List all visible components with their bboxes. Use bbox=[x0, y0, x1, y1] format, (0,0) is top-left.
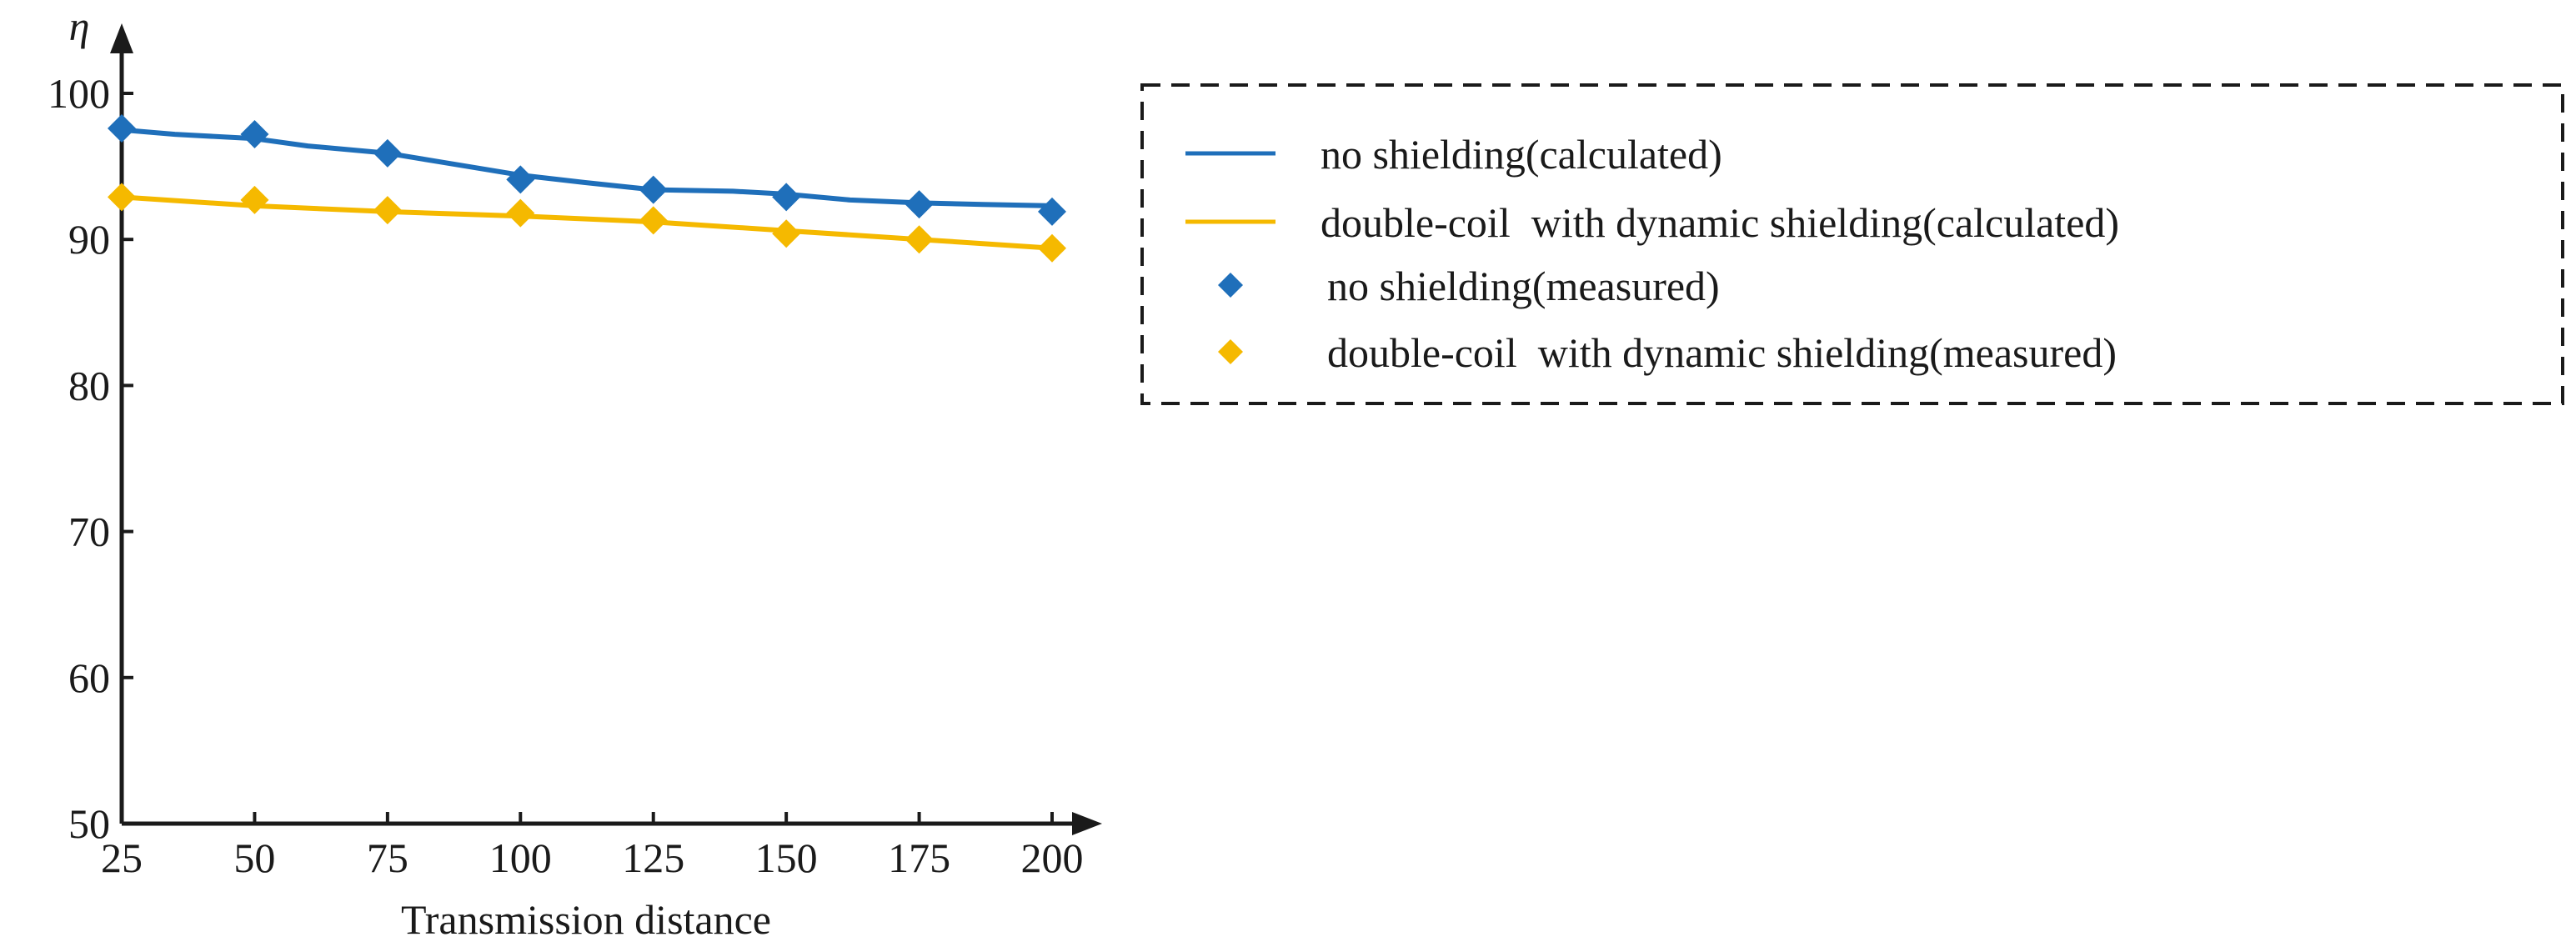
series-lines bbox=[119, 127, 1055, 251]
axes bbox=[110, 23, 1102, 835]
y-tick-label: 80 bbox=[68, 362, 110, 408]
x-tick-label: 125 bbox=[622, 834, 684, 881]
data-point-diamond bbox=[772, 183, 801, 212]
x-tick-label: 150 bbox=[755, 834, 818, 881]
data-point-diamond bbox=[373, 196, 402, 225]
data-point-diamond bbox=[772, 219, 801, 248]
data-point-diamond bbox=[639, 175, 668, 204]
y-tick-label: 50 bbox=[68, 800, 110, 847]
y-ticks: 50 60 70 80 90 100 bbox=[48, 70, 133, 847]
y-axis-arrow bbox=[110, 23, 133, 53]
legend-label: no shielding(calculated) bbox=[1321, 131, 1722, 178]
data-point-diamond bbox=[639, 206, 668, 235]
x-axis-arrow bbox=[1072, 812, 1102, 835]
legend-diamond-swatch bbox=[1218, 339, 1243, 364]
legend-label: double-coil with dynamic shielding(measu… bbox=[1327, 329, 2117, 376]
data-point-diamond bbox=[506, 165, 535, 194]
legend-diamond-swatch bbox=[1218, 273, 1243, 298]
legend: no shielding(calculated) double-coil with… bbox=[1140, 83, 2564, 405]
legend-entries: no shielding(calculated) double-coil with… bbox=[1185, 131, 2119, 376]
y-tick-label: 60 bbox=[68, 654, 110, 701]
data-point-diamond bbox=[108, 114, 136, 143]
x-tick-label: 100 bbox=[489, 834, 552, 881]
series-line-1 bbox=[119, 194, 1055, 251]
series-line-0 bbox=[119, 127, 1055, 208]
data-point-diamond bbox=[1038, 197, 1066, 226]
y-axis-title: η bbox=[69, 3, 90, 49]
x-ticks: 25 50 75 100 125 150 175 200 bbox=[101, 812, 1084, 881]
data-point-diamond bbox=[1038, 233, 1066, 263]
legend-box bbox=[1140, 83, 2564, 405]
x-tick-label: 175 bbox=[888, 834, 950, 881]
data-point-diamond bbox=[240, 185, 269, 214]
data-point-diamond bbox=[108, 183, 136, 212]
data-point-diamond bbox=[506, 198, 535, 228]
data-point-diamond bbox=[373, 138, 402, 168]
x-tick-label: 75 bbox=[367, 834, 408, 881]
y-tick-label: 100 bbox=[48, 70, 110, 117]
x-axis-title: Transmission distance bbox=[401, 896, 771, 943]
series-markers bbox=[108, 114, 1066, 263]
x-tick-label: 200 bbox=[1021, 834, 1084, 881]
x-tick-label: 25 bbox=[101, 834, 143, 881]
legend-label: no shielding(measured) bbox=[1327, 263, 1720, 309]
legend-label: double-coil with dynamic shielding(calcu… bbox=[1321, 199, 2119, 246]
x-tick-label: 50 bbox=[233, 834, 275, 881]
data-point-diamond bbox=[905, 225, 934, 254]
data-point-diamond bbox=[240, 120, 269, 149]
y-tick-label: 90 bbox=[68, 216, 110, 263]
data-point-diamond bbox=[905, 190, 934, 219]
y-tick-label: 70 bbox=[68, 509, 110, 555]
